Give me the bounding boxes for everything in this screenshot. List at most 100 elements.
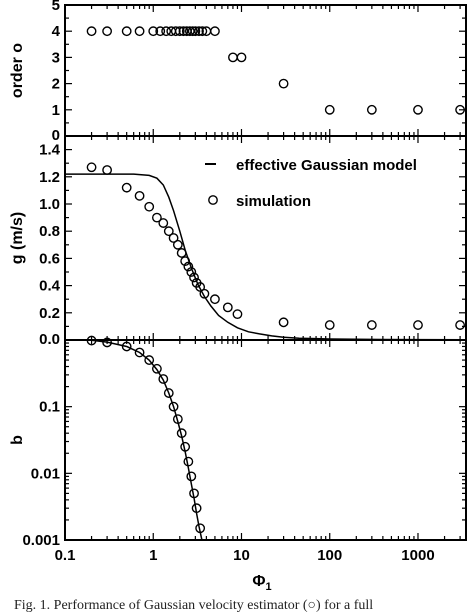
y-tick-label: 2 <box>52 76 60 93</box>
data-point <box>189 488 199 499</box>
y-tick-label: 0.0 <box>39 331 60 348</box>
data-point <box>102 165 113 175</box>
data-point <box>86 26 97 37</box>
y-tick-label: 0.6 <box>39 250 60 267</box>
data-point <box>102 26 113 37</box>
data-point <box>172 414 183 425</box>
data-point <box>121 182 132 193</box>
y-tick-label: 0.8 <box>39 223 60 240</box>
y-axis-label: order o <box>9 43 26 98</box>
y-tick-label: 0.01 <box>31 465 60 482</box>
data-point <box>168 401 179 412</box>
data-point <box>121 341 132 352</box>
legend-label: simulation <box>236 193 311 210</box>
data-point <box>184 26 195 37</box>
x-tick-label: 1 <box>149 547 157 564</box>
panel-1 <box>64 4 467 137</box>
data-point <box>180 256 191 267</box>
data-point <box>191 503 202 514</box>
x-tick-label: 0.1 <box>55 547 76 564</box>
data-point <box>176 248 187 258</box>
data-point <box>232 309 243 320</box>
data-point <box>195 282 206 292</box>
data-point <box>183 456 194 467</box>
data-point <box>228 52 238 63</box>
data-point <box>102 337 113 348</box>
data-point <box>163 226 174 237</box>
data-point <box>144 355 155 365</box>
x-tick-label: 100 <box>317 547 342 564</box>
data-point <box>195 523 206 534</box>
data-point <box>183 261 194 272</box>
data-point <box>148 26 159 37</box>
panel-3 <box>64 335 467 541</box>
data-point <box>186 267 197 277</box>
y-tick-label: 1.0 <box>39 196 60 213</box>
data-point <box>86 335 97 346</box>
y-tick-label: 3 <box>52 49 60 66</box>
x-axis-label: Φ1 <box>252 573 271 593</box>
data-point <box>197 26 208 37</box>
y-axis-label: g (m/s) <box>9 212 26 264</box>
data-point <box>172 239 183 250</box>
panel-frame <box>64 4 467 137</box>
data-point <box>186 471 197 482</box>
data-point <box>413 104 423 115</box>
legend: effective Gaussian model simulation <box>205 157 417 210</box>
data-point <box>158 374 169 384</box>
data-point <box>121 26 132 37</box>
data-point <box>236 52 247 63</box>
data-point <box>174 26 185 37</box>
data-point <box>278 78 289 89</box>
x-tick-label: 1000 <box>401 547 434 564</box>
data-point <box>210 26 220 37</box>
data-point <box>187 26 198 37</box>
panel-frame <box>64 339 467 541</box>
data-point <box>178 26 189 37</box>
data-point <box>366 320 377 330</box>
data-point <box>222 302 233 313</box>
x-tick-label: 10 <box>233 547 250 564</box>
data-point <box>455 104 465 115</box>
y-tick-label: 4 <box>52 23 61 40</box>
model-curve <box>65 173 466 340</box>
y-tick-label: 5 <box>52 0 60 14</box>
panel-2: effective Gaussian model simulation <box>64 135 467 341</box>
data-point <box>324 104 335 115</box>
data-point <box>155 26 166 37</box>
y-tick-label: 0.2 <box>39 305 60 322</box>
data-point <box>151 212 162 223</box>
data-point <box>134 26 145 37</box>
data-point <box>180 441 191 452</box>
data-point <box>176 428 187 439</box>
y-tick-label: 0 <box>52 127 60 144</box>
data-point <box>134 347 145 358</box>
data-point <box>189 272 199 283</box>
data-point <box>158 218 169 228</box>
data-point <box>151 363 162 374</box>
data-point <box>210 294 220 305</box>
data-point <box>86 162 97 173</box>
y-tick-label: 1.2 <box>39 169 60 186</box>
data-point <box>324 320 335 330</box>
legend-label: effective Gaussian model <box>236 157 417 174</box>
data-point <box>278 317 289 328</box>
data-point <box>455 320 465 330</box>
y-axis-label: b <box>9 435 26 445</box>
y-tick-label: 0.1 <box>39 399 60 416</box>
data-point <box>134 190 145 201</box>
y-tick-label: 1.4 <box>39 142 61 159</box>
data-point <box>199 288 210 299</box>
data-point <box>413 320 423 330</box>
data-point <box>170 26 181 37</box>
data-point <box>161 26 172 37</box>
y-tick-label: 0.001 <box>22 532 60 549</box>
y-tick-label: 0.4 <box>39 278 61 295</box>
figure-caption: Fig. 1. Performance of Gaussian velocity… <box>14 598 374 613</box>
legend-circle-marker <box>208 195 218 205</box>
data-point <box>144 201 155 212</box>
data-point <box>194 26 204 37</box>
model-curve <box>75 340 203 540</box>
data-point <box>366 104 377 115</box>
